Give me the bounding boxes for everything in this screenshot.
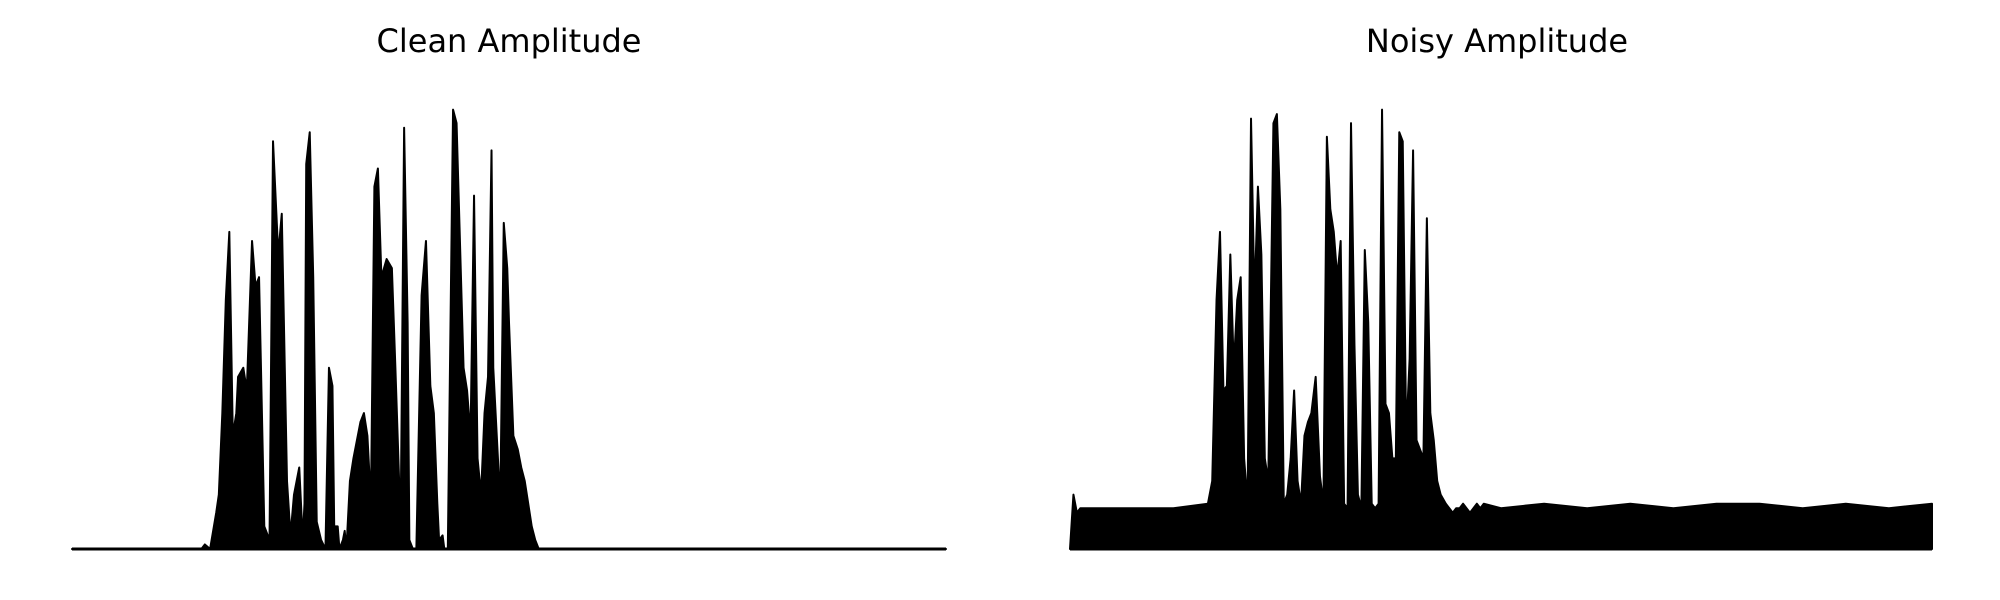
noisy-amplitude-envelope — [1069, 108, 1933, 550]
noisy-amplitude-panel: Noisy Amplitude — [1000, 0, 2000, 600]
clean-amplitude-title: Clean Amplitude — [376, 22, 642, 60]
noisy-amplitude-plot — [1069, 108, 1933, 551]
noisy-waveform-texture — [1071, 118, 1931, 549]
clean-amplitude-panel: Clean Amplitude — [71, 22, 947, 551]
clean-amplitude-plot — [71, 108, 947, 551]
clean-waveform-texture — [202, 141, 538, 549]
noisy-amplitude-title: Noisy Amplitude — [1365, 22, 1629, 60]
